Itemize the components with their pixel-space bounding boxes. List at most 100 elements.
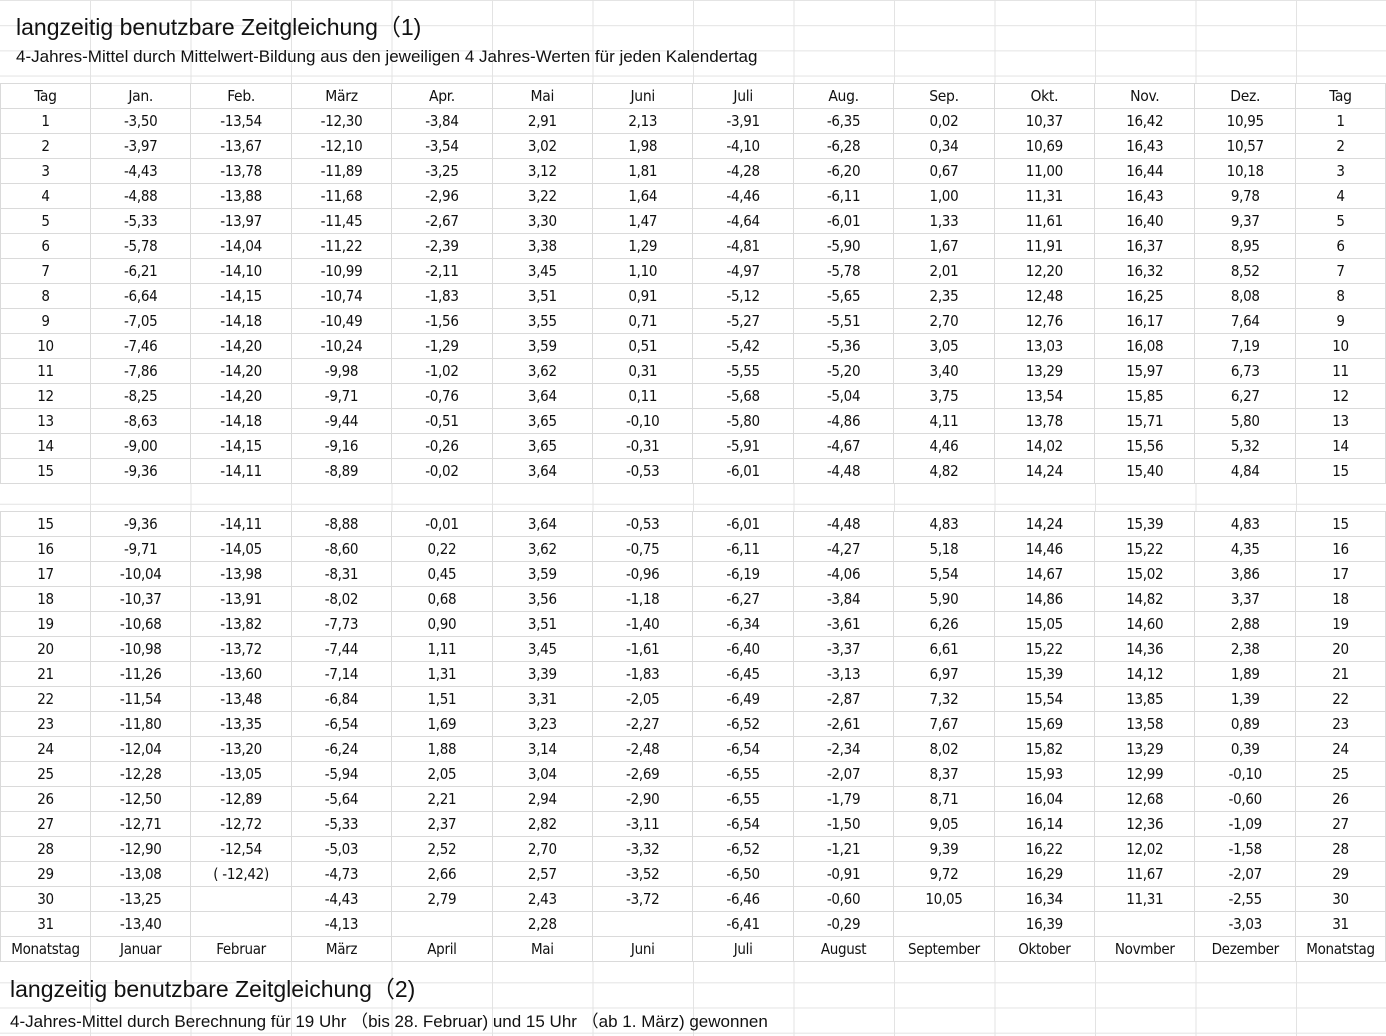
table-cell: -0,96 [592, 561, 694, 587]
table-cell [190, 911, 292, 937]
column-header: Juni [592, 83, 694, 109]
table-cell: -4,48 [792, 511, 895, 537]
table-cell: -5,03 [290, 836, 393, 862]
table-row: 22 -11,54 -13,48 -6,84 1,51 3,31 -2,05 -6,49 -2,… [0, 686, 1386, 712]
table-cell: 16,22 [993, 836, 1096, 862]
month-label: März [290, 936, 393, 962]
table-cell: 0,11 [592, 383, 694, 409]
table-cell: 30 [1295, 886, 1386, 912]
table-cell: 0,45 [391, 561, 493, 587]
table-cell: 25 [0, 761, 91, 787]
table-cell: -2,07 [792, 761, 895, 787]
table-cell: 14,46 [993, 536, 1096, 562]
table-cell: 5 [1295, 208, 1386, 234]
table-cell: 3,65 [491, 408, 594, 434]
table-cell: 16,32 [1094, 258, 1196, 284]
table-cell: 25 [1295, 761, 1386, 787]
table-cell: 15,05 [993, 611, 1096, 637]
column-header: Aug. [792, 83, 895, 109]
table-cell: -0,29 [792, 911, 895, 937]
table-cell: 3,56 [491, 586, 594, 612]
table-cell: 1,98 [592, 133, 694, 159]
table-cell: -12,72 [190, 811, 292, 837]
month-label: Februar [190, 936, 292, 962]
table-cell: -1,40 [592, 611, 694, 637]
table-cell: 6,27 [1194, 383, 1296, 409]
table-cell: 2,21 [391, 786, 493, 812]
table-cell: -6,41 [692, 911, 794, 937]
table-cell: 1,33 [893, 208, 995, 234]
table-cell: 11,00 [993, 158, 1096, 184]
table-cell: 14,24 [993, 511, 1096, 537]
table-cell: 3,51 [491, 611, 594, 637]
table-cell: 1 [0, 108, 91, 134]
table-cell: -8,89 [290, 458, 393, 484]
table-cell: -4,46 [692, 183, 794, 209]
table-cell: -2,05 [592, 686, 694, 712]
table-cell: 3,64 [491, 511, 594, 537]
table-part-2: 15 -9,36 -14,11 -8,88 -0,01 3,64 -0,53 -6,01 -4,… [0, 511, 1386, 962]
table-row: 11 -7,86 -14,20 -9,98 -1,02 3,62 0,31 -5,55 -5,2… [0, 358, 1386, 384]
table-cell: 1,29 [592, 233, 694, 259]
column-header: Tag [1295, 83, 1386, 109]
table-cell: 12,02 [1094, 836, 1196, 862]
month-label: August [792, 936, 895, 962]
table-cell: 8,95 [1194, 233, 1296, 259]
table-cell: -7,44 [290, 636, 393, 662]
table-cell: -5,90 [792, 233, 895, 259]
table-cell [190, 886, 292, 912]
table-cell: 9,78 [1194, 183, 1296, 209]
table-cell: -8,63 [89, 408, 192, 434]
table-row: 15 -9,36 -14,11 -8,88 -0,01 3,64 -0,53 -6,01 -4,… [0, 511, 1386, 537]
table-cell: -7,14 [290, 661, 393, 687]
table-cell: -6,21 [89, 258, 192, 284]
table-cell: -6,11 [692, 536, 794, 562]
table-row: 9 -7,05 -14,18 -10,49 -1,56 3,55 0,71 -5,27 -5,5… [0, 308, 1386, 334]
table-cell: -13,82 [190, 611, 292, 637]
table-cell: 15,39 [993, 661, 1096, 687]
table-cell: 3,51 [491, 283, 594, 309]
table-row: 29 -13,08( -12,42) -4,73 2,66 2,57 -3,52 -6,50… [0, 861, 1386, 887]
table-cell: 13,85 [1094, 686, 1196, 712]
table-cell: 5,54 [893, 561, 995, 587]
table-cell: -13,48 [190, 686, 292, 712]
table-cell: -12,89 [190, 786, 292, 812]
table-cell: -14,15 [190, 283, 292, 309]
table-cell: 3,64 [491, 458, 594, 484]
table-cell: 7,67 [893, 711, 995, 737]
table-cell: -10,04 [89, 561, 192, 587]
table-cell: -13,67 [190, 133, 292, 159]
table-cell: -3,11 [592, 811, 694, 837]
table-cell: 11,67 [1094, 861, 1196, 887]
table-cell: 12 [1295, 383, 1386, 409]
table-cell: -5,68 [692, 383, 794, 409]
table-cell: 2,35 [893, 283, 995, 309]
table-cell: 8 [0, 283, 91, 309]
table-cell: -7,46 [89, 333, 192, 359]
table-cell: 3,62 [491, 536, 594, 562]
table-cell: 16,39 [993, 911, 1096, 937]
table-cell: -5,04 [792, 383, 895, 409]
table-cell: 2,01 [893, 258, 995, 284]
column-header: Sep. [893, 83, 995, 109]
table-cell: 16,17 [1094, 308, 1196, 334]
table-cell: -13,97 [190, 208, 292, 234]
table-cell: -14,20 [190, 333, 292, 359]
table-cell: 6 [0, 233, 91, 259]
table-cell: 3,02 [491, 133, 594, 159]
table-cell: -2,11 [391, 258, 493, 284]
table-cell: 13,54 [993, 383, 1096, 409]
table-cell: 9,37 [1194, 208, 1296, 234]
table-cell: 7 [1295, 258, 1386, 284]
table-cell: -13,08 [89, 861, 192, 887]
table-cell: 16,37 [1094, 233, 1196, 259]
table-row: 28 -12,90 -12,54 -5,03 2,52 2,70 -3,32 -6,52 -1,… [0, 836, 1386, 862]
table-cell: -14,10 [190, 258, 292, 284]
table-cell: 15,02 [1094, 561, 1196, 587]
table-cell: 0,39 [1194, 736, 1296, 762]
table-row: 15 -9,36 -14,11 -8,89 -0,02 3,64 -0,53 -6,01 -4,… [0, 458, 1386, 484]
table-row: 27 -12,71 -12,72 -5,33 2,37 2,82 -3,11 -6,54 -1,… [0, 811, 1386, 837]
table-cell: 19 [1295, 611, 1386, 637]
table-cell: 29 [1295, 861, 1386, 887]
table-cell: -6,01 [692, 458, 794, 484]
